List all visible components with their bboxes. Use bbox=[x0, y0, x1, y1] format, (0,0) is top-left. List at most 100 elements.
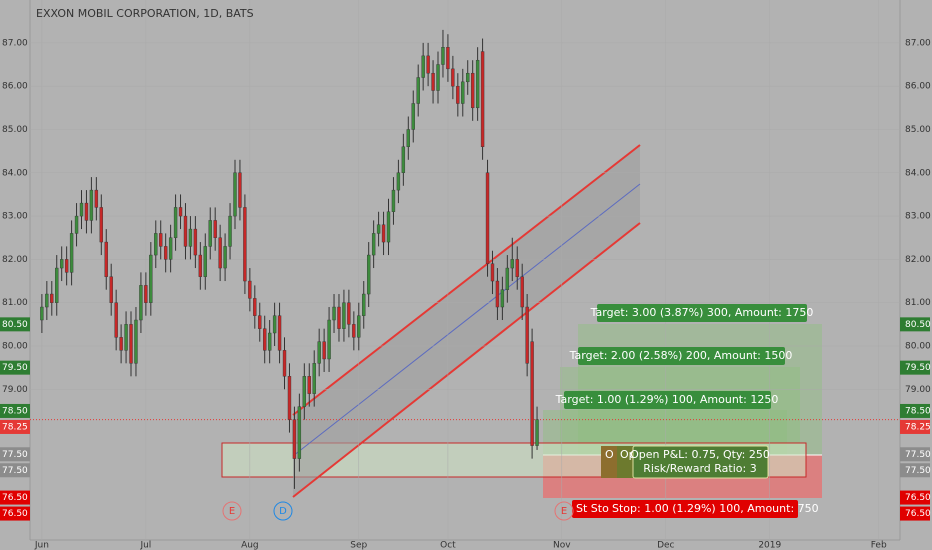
price-tag bbox=[900, 419, 930, 434]
overlap-text: Op bbox=[620, 448, 636, 461]
candle-body bbox=[441, 47, 445, 65]
price-tag-label: 78.25 bbox=[905, 422, 931, 432]
candle-body bbox=[109, 276, 113, 303]
candle-body bbox=[203, 246, 207, 277]
price-tag-label: 76.50 bbox=[2, 509, 28, 519]
candle-body bbox=[436, 64, 440, 91]
candle-body bbox=[69, 233, 74, 273]
candle-body bbox=[173, 207, 178, 238]
candle-body bbox=[193, 228, 198, 256]
event-label: D bbox=[279, 506, 287, 517]
event-marker[interactable] bbox=[273, 501, 293, 521]
candle-body bbox=[357, 315, 361, 338]
candle-body bbox=[461, 81, 465, 104]
candle-body bbox=[188, 228, 193, 247]
candle-body bbox=[154, 233, 158, 256]
x-tick-label: Sep bbox=[350, 541, 367, 550]
price-tag bbox=[0, 360, 30, 375]
candle-body bbox=[74, 215, 79, 234]
event-label: E bbox=[229, 506, 235, 517]
candle-body bbox=[352, 324, 356, 338]
candle-body bbox=[376, 224, 381, 234]
candle-body bbox=[431, 72, 435, 91]
event-label: E bbox=[561, 506, 567, 517]
target-label bbox=[597, 304, 807, 322]
candle-body bbox=[178, 207, 183, 217]
candle-body bbox=[317, 341, 321, 364]
candle-body bbox=[505, 267, 510, 290]
candle-body bbox=[302, 376, 307, 407]
candle-body bbox=[362, 293, 366, 316]
candle-body bbox=[480, 51, 485, 148]
candles bbox=[30, 29, 900, 489]
x-tick-label: Dec bbox=[657, 541, 674, 550]
candle-body bbox=[282, 350, 287, 377]
candle-body bbox=[396, 172, 401, 191]
risk-reward-text: Risk/Reward Ratio: 3 bbox=[643, 462, 756, 475]
y-tick-label: 87.00 bbox=[2, 38, 28, 48]
y-tick-label: 81.00 bbox=[905, 298, 931, 308]
candle-body bbox=[272, 315, 277, 334]
candle-body bbox=[337, 306, 341, 329]
candle-body bbox=[411, 103, 415, 130]
pnl-box bbox=[632, 445, 769, 479]
candle-body bbox=[144, 285, 148, 303]
price-tag bbox=[0, 447, 30, 462]
y-tick-label: 80.00 bbox=[905, 341, 931, 351]
price-tag-label: 76.50 bbox=[905, 509, 931, 519]
candle-body bbox=[525, 306, 529, 364]
price-tag bbox=[0, 403, 30, 418]
candle-body bbox=[258, 315, 262, 329]
target-label bbox=[564, 391, 771, 409]
y-tick-label: 83.00 bbox=[2, 212, 28, 222]
x-tick-label: 2019 bbox=[758, 541, 781, 550]
candle-body bbox=[510, 259, 514, 269]
x-tick-label: Aug bbox=[241, 541, 259, 550]
overlap-box bbox=[617, 446, 637, 478]
target-zone bbox=[560, 367, 800, 455]
price-tag-label: 77.50 bbox=[905, 466, 931, 476]
candle-body bbox=[64, 259, 69, 273]
target-label-text: Target: 3.00 (3.87%) 300, Amount: 1750 bbox=[590, 306, 814, 319]
candle-body bbox=[322, 341, 326, 360]
x-tick-label: Oct bbox=[440, 541, 456, 550]
candle-body bbox=[391, 189, 396, 212]
candle-body bbox=[208, 220, 212, 247]
candle-body bbox=[287, 376, 292, 420]
x-tick-label: Feb bbox=[871, 541, 887, 550]
event-marker[interactable] bbox=[222, 501, 242, 521]
y-tick-label: 85.00 bbox=[2, 125, 28, 135]
event-marker[interactable] bbox=[554, 501, 574, 521]
candle-body bbox=[159, 233, 163, 247]
candle-body bbox=[297, 406, 302, 459]
channel-lower bbox=[292, 222, 641, 498]
x-tick-label: Nov bbox=[553, 541, 571, 550]
price-tag bbox=[0, 419, 30, 434]
y-tick-label: 79.00 bbox=[2, 385, 28, 395]
candle-body bbox=[238, 172, 242, 208]
candle-body bbox=[228, 215, 232, 247]
candle-body bbox=[401, 146, 406, 173]
pnl-text: Open P&L: 0.75, Qty: 250 bbox=[630, 448, 770, 461]
candle-body bbox=[40, 306, 44, 321]
y-tick-label: 84.00 bbox=[905, 168, 931, 178]
candle-body bbox=[223, 246, 227, 269]
candle-body bbox=[500, 289, 505, 308]
price-tag-label: 79.50 bbox=[905, 363, 931, 373]
events: E D E bbox=[222, 501, 574, 521]
candle-body bbox=[456, 85, 460, 104]
candle-body bbox=[218, 237, 222, 269]
candle-body bbox=[371, 233, 376, 256]
price-tag-label: 76.50 bbox=[2, 493, 28, 503]
candle-body bbox=[267, 332, 272, 351]
candle-body bbox=[446, 47, 450, 70]
candle-body bbox=[183, 215, 188, 247]
price-tag bbox=[900, 317, 930, 332]
candle-body bbox=[520, 276, 524, 308]
price-tag-label: 79.50 bbox=[2, 363, 28, 373]
price-tag bbox=[0, 317, 30, 332]
price-tag bbox=[0, 463, 30, 478]
price-tag bbox=[0, 506, 30, 521]
